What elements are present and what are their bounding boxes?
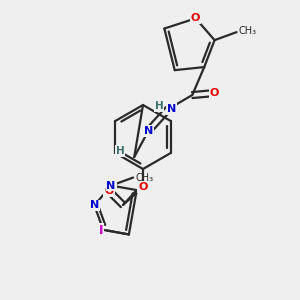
Text: H: H	[155, 101, 164, 111]
Text: N: N	[167, 104, 176, 114]
Text: CH₃: CH₃	[238, 26, 257, 36]
Text: N: N	[106, 181, 116, 190]
Text: N: N	[144, 126, 153, 136]
Text: H: H	[116, 146, 124, 156]
Text: I: I	[98, 224, 103, 237]
Text: O: O	[191, 14, 200, 23]
Text: CH₃: CH₃	[135, 172, 153, 183]
Text: O: O	[104, 186, 114, 196]
Text: O: O	[138, 182, 148, 192]
Text: N: N	[90, 200, 99, 211]
Text: O: O	[210, 88, 219, 98]
